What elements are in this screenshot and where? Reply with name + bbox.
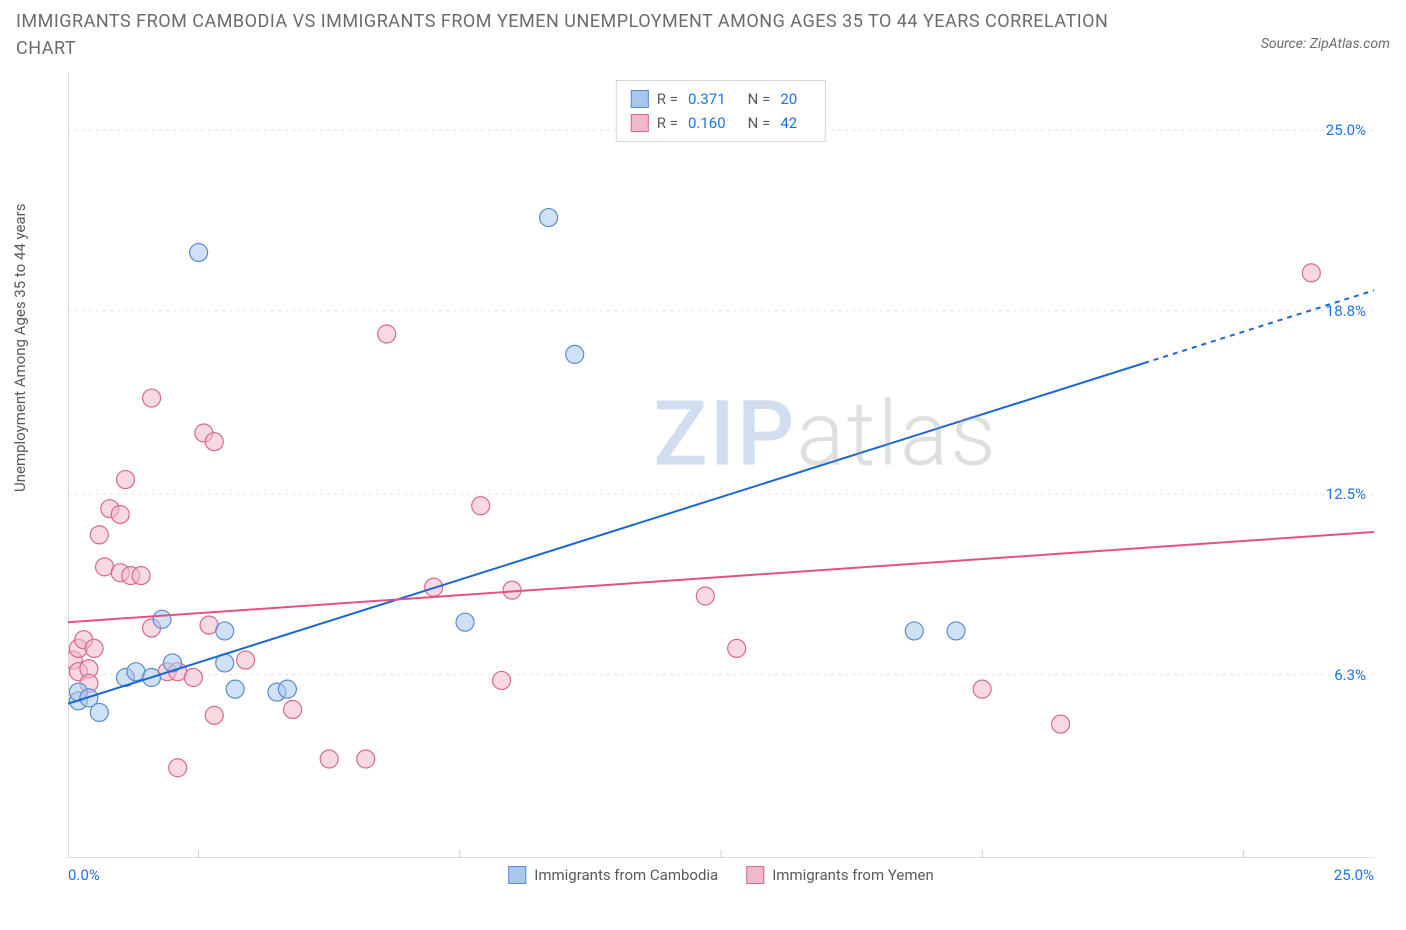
- y-tick-label: 12.5%: [1326, 485, 1366, 503]
- x-min-label: 0.0%: [68, 866, 100, 884]
- legend-bottom: Immigrants from Cambodia Immigrants from…: [508, 866, 934, 884]
- n-label: N =: [748, 111, 771, 135]
- n-value-cambodia: 20: [780, 87, 797, 111]
- swatch-yemen: [631, 114, 649, 132]
- y-tick-label: 25.0%: [1326, 121, 1366, 139]
- legend-stats-row-yemen: R = 0.160 N = 42: [631, 111, 811, 135]
- chart-container: Unemployment Among Ages 35 to 44 years Z…: [16, 72, 1390, 912]
- legend-stats-row-cambodia: R = 0.371 N = 20: [631, 87, 811, 111]
- legend-item-yemen: Immigrants from Yemen: [746, 866, 934, 884]
- n-value-yemen: 42: [780, 111, 797, 135]
- y-tick-label: 18.8%: [1326, 302, 1366, 320]
- y-axis-label: Unemployment Among Ages 35 to 44 years: [11, 204, 29, 492]
- swatch-cambodia: [508, 866, 526, 884]
- swatch-yemen: [746, 866, 764, 884]
- legend-stats: R = 0.371 N = 20 R = 0.160 N = 42: [616, 80, 826, 142]
- legend-label-cambodia: Immigrants from Cambodia: [534, 866, 718, 884]
- y-tick-label: 6.3%: [1334, 666, 1366, 684]
- chart-title: IMMIGRANTS FROM CAMBODIA VS IMMIGRANTS F…: [16, 8, 1116, 62]
- n-label: N =: [748, 87, 771, 111]
- r-label: R =: [657, 87, 678, 111]
- x-max-label: 25.0%: [1334, 866, 1374, 884]
- swatch-cambodia: [631, 90, 649, 108]
- plot-area: ZIPatlas R = 0.371 N = 20 R = 0.160 N = …: [68, 72, 1374, 858]
- scatter-svg: [68, 72, 1374, 858]
- source-credit: Source: ZipAtlas.com: [1261, 36, 1390, 52]
- legend-item-cambodia: Immigrants from Cambodia: [508, 866, 718, 884]
- r-label: R =: [657, 111, 678, 135]
- legend-label-yemen: Immigrants from Yemen: [772, 866, 934, 884]
- r-value-yemen: 0.160: [688, 111, 726, 135]
- r-value-cambodia: 0.371: [688, 87, 726, 111]
